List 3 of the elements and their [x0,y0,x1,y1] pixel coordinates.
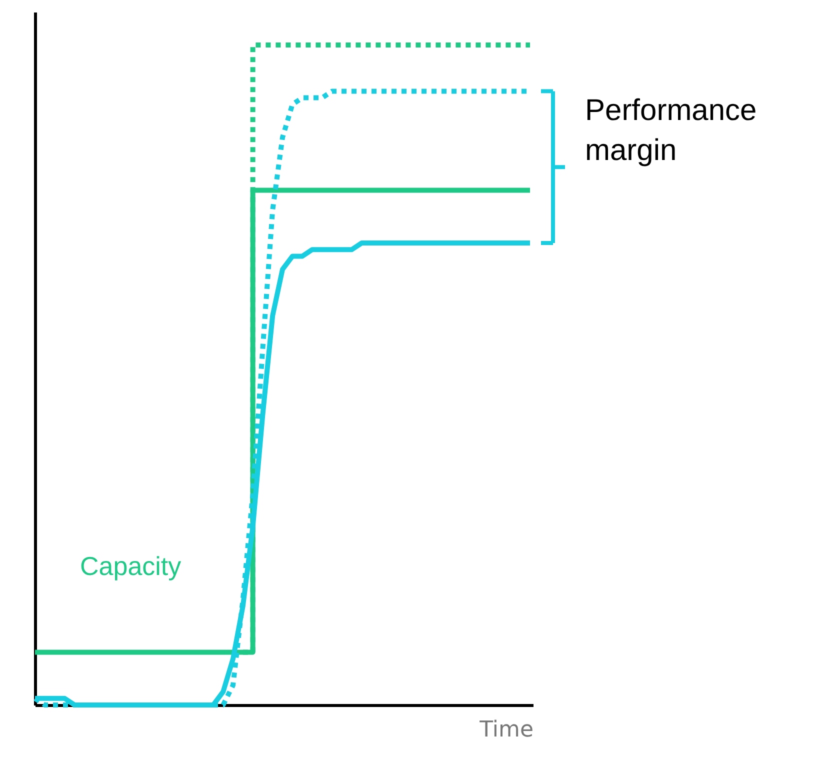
text: Capacity [80,551,182,582]
text: Performance margin [585,94,757,168]
x-axis-title: Time [478,718,534,742]
